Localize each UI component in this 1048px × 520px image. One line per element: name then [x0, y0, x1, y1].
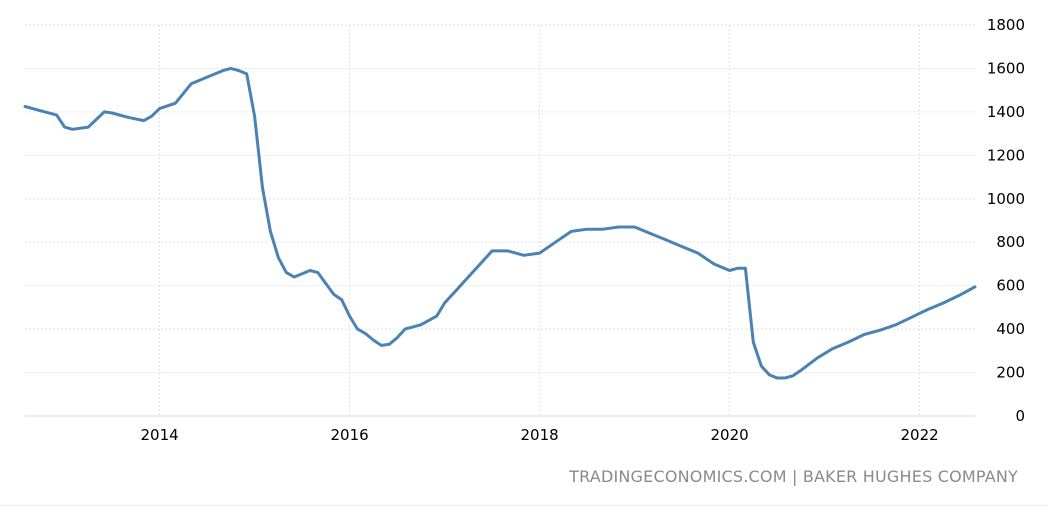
x-tick-label: 2016 — [330, 426, 368, 444]
y-tick-label: 400 — [996, 320, 1025, 338]
y-tick-label: 800 — [996, 233, 1025, 251]
x-tick-label: 2014 — [140, 426, 178, 444]
y-tick-label: 1400 — [987, 103, 1025, 121]
y-tick-label: 1000 — [987, 190, 1025, 208]
bottom-divider — [0, 505, 1048, 506]
y-tick-label: 600 — [996, 277, 1025, 295]
x-tick-label: 2018 — [520, 426, 558, 444]
y-tick-label: 1200 — [987, 146, 1025, 164]
y-tick-label: 200 — [996, 364, 1025, 382]
series-line — [23, 66, 977, 380]
source-attribution: TRADINGECONOMICS.COM | BAKER HUGHES COMP… — [569, 467, 1018, 486]
x-axis-tick-labels: 2014 2016 2018 2020 2022 — [140, 426, 938, 444]
x-tick-label: 2020 — [710, 426, 748, 444]
x-tick-label: 2022 — [900, 426, 938, 444]
grid-lines — [25, 24, 975, 417]
y-tick-label: 0 — [1015, 407, 1025, 425]
y-tick-label: 1600 — [987, 59, 1025, 77]
y-axis-tick-labels: 0 200 400 600 800 1000 1200 1400 1600 1800 — [987, 16, 1025, 425]
y-tick-label: 1800 — [987, 16, 1025, 34]
